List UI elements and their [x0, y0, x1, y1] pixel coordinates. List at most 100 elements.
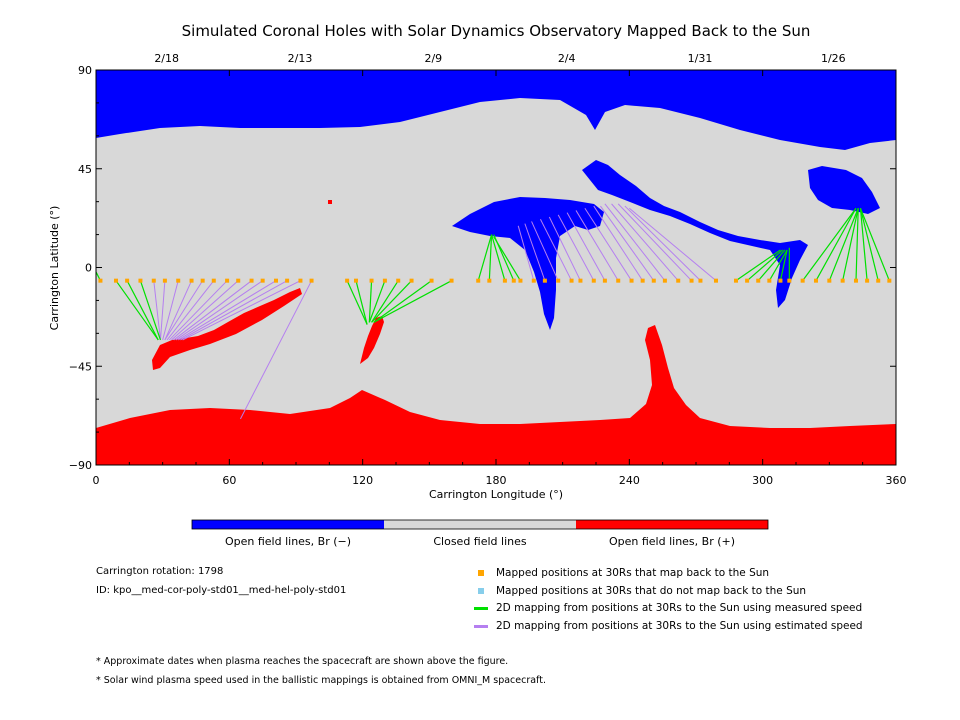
mapped-position-point — [382, 278, 387, 283]
x-tick-label: 360 — [886, 474, 907, 487]
legend-item-mapped: Mapped positions at 30Rs that map back t… — [478, 566, 769, 580]
small-positive-spot — [328, 200, 332, 204]
measured-mapping-line — [490, 234, 506, 281]
mapped-position-point — [814, 278, 818, 283]
x-tick-label: 0 — [93, 474, 100, 487]
measured-mapping-line — [139, 280, 162, 341]
mapped-positions — [98, 278, 892, 283]
chart-title: Simulated Coronal Holes with Solar Dynam… — [182, 22, 811, 40]
mapped-position-point — [354, 278, 358, 283]
mapped-position-point — [236, 278, 241, 283]
mapped-position-point — [369, 278, 374, 283]
measured-mapping-line — [842, 208, 859, 281]
green-line-icon — [474, 606, 488, 610]
measured-mapping-line — [368, 280, 386, 323]
estimated-mapping-line — [173, 280, 252, 341]
mapped-position-point — [274, 278, 278, 283]
mapped-position-point — [698, 278, 703, 283]
mapped-position-point — [518, 278, 523, 283]
mapped-position-point — [662, 278, 667, 283]
orange-square-icon — [478, 570, 484, 576]
mapped-position-point — [676, 278, 681, 283]
mapped-position-point — [616, 278, 621, 283]
measured-mapping-line — [126, 280, 159, 341]
mapped-position-point — [629, 278, 634, 283]
estimated-mapping-line — [168, 280, 228, 341]
estimated-mapping-line — [557, 214, 595, 281]
mapped-position-point — [542, 278, 547, 283]
estimated-mapping-line — [164, 280, 193, 341]
mapped-position-point — [125, 278, 130, 283]
plot-area — [96, 70, 896, 465]
y-tick-label: 45 — [78, 163, 92, 176]
date-tick-label: 2/4 — [558, 52, 576, 65]
mapped-position-point — [640, 278, 645, 283]
purple-line-icon — [474, 624, 488, 628]
estimated-mapping-line — [600, 205, 655, 281]
mapped-position-point — [429, 278, 434, 283]
x-tick-label: 240 — [619, 474, 640, 487]
measured-mapping-line — [757, 249, 786, 282]
mapped-position-point — [309, 278, 314, 283]
estimated-mapping-line — [164, 280, 204, 341]
mapped-position-point — [511, 278, 516, 283]
measured-mapping-line — [746, 249, 784, 282]
legend-item-unmapped: Mapped positions at 30Rs that do not map… — [478, 584, 806, 598]
mapped-position-point — [249, 278, 254, 283]
measured-mapping-line — [373, 280, 432, 323]
mapped-position-point — [285, 278, 290, 283]
measured-mapping-line — [735, 249, 781, 282]
x-tick-label: 300 — [752, 474, 773, 487]
measured-mapping-line — [859, 208, 868, 281]
y-tick-label: 90 — [78, 64, 92, 77]
carrington-rotation-text: Carrington rotation: 1798 — [96, 566, 224, 577]
mapped-position-point — [887, 278, 892, 283]
measured-mapping-line — [802, 207, 857, 282]
mapped-position-point — [225, 278, 230, 283]
mapped-position-point — [865, 278, 870, 283]
measured-mapping-line — [493, 236, 521, 281]
legend-label: 2D mapping from positions at 30Rs to the… — [496, 620, 863, 632]
estimated-mapping-line — [575, 210, 619, 281]
mapped-position-point — [714, 278, 718, 283]
legend-label: 2D mapping from positions at 30Rs to the… — [496, 602, 863, 614]
south-polar-open-positive-region — [96, 325, 896, 465]
mapped-position-point — [98, 278, 103, 283]
y-tick-label: 0 — [85, 262, 92, 275]
mapped-position-point — [476, 278, 481, 283]
date-tick-label: 2/9 — [424, 52, 442, 65]
estimated-mapping-line — [182, 280, 301, 341]
measured-mapping-line — [488, 234, 493, 281]
mapped-position-point — [151, 278, 156, 283]
measured-mapping-line — [371, 280, 412, 323]
mapped-position-point — [114, 278, 118, 283]
measured-mapping-line — [355, 280, 368, 325]
colorbar-label-closed: Closed field lines — [433, 535, 527, 548]
estimated-mapping-line — [517, 225, 535, 281]
mapped-position-point — [502, 278, 507, 283]
estimated-speed-mappings — [153, 203, 717, 420]
estimated-mapping-line — [617, 203, 692, 282]
measured-mapping-line — [779, 249, 788, 281]
north-polar-open-negative-region — [96, 70, 896, 150]
mapped-position-point — [734, 278, 738, 283]
measured-mapping-line — [371, 280, 399, 323]
mapped-position-point — [651, 278, 656, 283]
estimated-mapping-line — [584, 207, 632, 281]
mapped-position-point — [767, 278, 772, 283]
mapped-position-point — [345, 278, 350, 283]
mapped-position-point — [602, 278, 607, 283]
x-tick-label: 120 — [352, 474, 373, 487]
mapped-position-point — [200, 278, 205, 283]
measured-mapping-line — [373, 280, 452, 323]
colorbar-label-positive: Open field lines, Br (+) — [609, 535, 735, 548]
measured-mapping-line — [855, 208, 859, 281]
date-tick-label: 1/31 — [688, 52, 713, 65]
estimated-mapping-line — [159, 280, 166, 340]
mapped-position-point — [876, 278, 881, 283]
mapped-position-point — [787, 278, 792, 283]
estimated-mapping-line — [171, 280, 239, 341]
y-tick-label: −45 — [69, 360, 92, 373]
footnote-dates: * Approximate dates when plasma reaches … — [96, 656, 509, 667]
estimated-mapping-line — [611, 203, 679, 281]
